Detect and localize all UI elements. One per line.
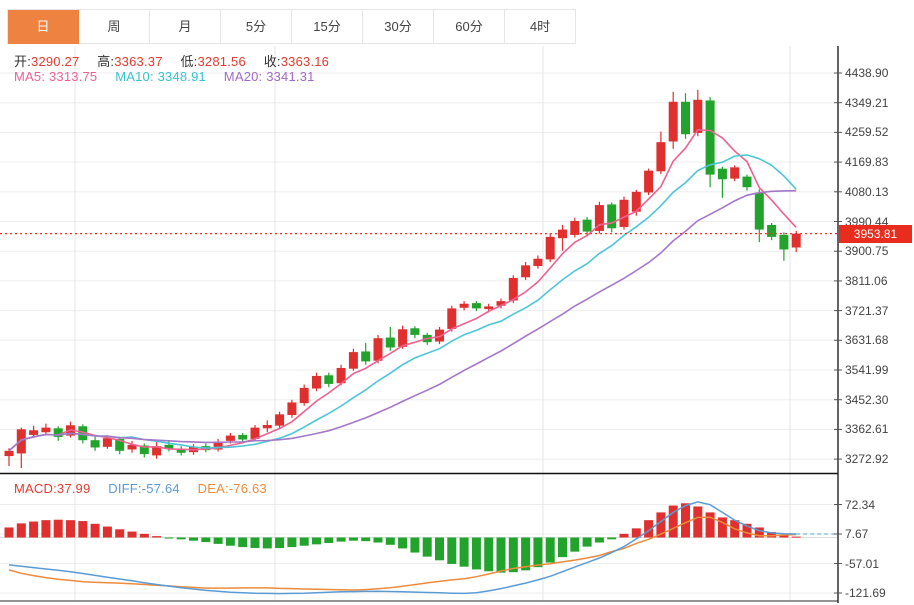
price-axis-label: 3541.99: [845, 363, 889, 377]
tab-15分[interactable]: 15分: [292, 10, 363, 44]
macd-readout: MACD:37.99 DIFF:-57.64 DEA:-76.63: [14, 481, 267, 496]
close-label: 收:: [263, 54, 281, 69]
macd-lines: [8, 501, 838, 595]
ma20-value: 3341.31: [266, 69, 315, 84]
open-value: 3290.27: [31, 54, 80, 69]
ma-readout: MA5: 3313.75 MA10: 3348.91 MA20: 3341.31: [14, 69, 315, 84]
price-axis-label: 3452.30: [845, 392, 889, 407]
diff-label: DIFF:: [108, 481, 142, 496]
macd-label: MACD:: [14, 481, 57, 496]
high-label: 高:: [97, 54, 115, 69]
candles-layer: [4, 89, 801, 469]
macd-histogram: [4, 503, 801, 573]
price-axis-label: 3811.06: [845, 273, 888, 288]
macd-axis-label: -121.69: [845, 586, 886, 600]
open-label: 开:: [14, 54, 32, 69]
high-value: 3363.37: [114, 54, 163, 69]
price-axis-label: 3721.37: [845, 303, 889, 318]
ma10-line: [8, 154, 797, 452]
tab-4时[interactable]: 4时: [505, 10, 576, 44]
price-axis-label: 4349.21: [845, 95, 889, 110]
price-axis-label: 3631.68: [845, 333, 889, 348]
last-price-badge: 3953.81: [839, 224, 912, 243]
macd-axis-label: 7.67: [845, 527, 869, 541]
ma10-label: MA10:: [115, 69, 154, 84]
low-value: 3281.56: [197, 54, 246, 69]
tab-周[interactable]: 周: [79, 10, 150, 44]
ma20-line: [8, 189, 797, 452]
price-axis-label: 4259.52: [845, 125, 889, 140]
low-label: 低:: [180, 54, 198, 69]
ma5-value: 3313.75: [48, 69, 98, 84]
close-value: 3363.16: [280, 54, 330, 69]
ma5-label: MA5:: [14, 69, 46, 84]
tab-日[interactable]: 日: [8, 10, 79, 44]
ma5-line: [8, 128, 797, 452]
price-axis-label: 3272.92: [845, 452, 889, 467]
diff-line: [8, 501, 797, 595]
ohlc-readout: 开:3290.27 高:3363.37 低:3281.56 收:3363.16: [14, 51, 329, 70]
macd-value: 37.99: [56, 481, 91, 496]
last-price-value: 3953.81: [853, 226, 898, 241]
macd-axis-label: 72.34: [845, 497, 876, 512]
dea-value: -76.63: [228, 481, 267, 496]
macd-axis-label: -57.01: [845, 556, 880, 571]
price-axis-label: 3362.61: [845, 422, 889, 437]
price-axis-label: 4080.13: [845, 184, 889, 199]
dea-line: [8, 516, 797, 591]
ma10-value: 3348.91: [157, 69, 206, 84]
tab-月[interactable]: 月: [150, 10, 221, 44]
dea-label: DEA:: [197, 481, 229, 496]
period-tab-bar: 日周月 5分 15分 30分 60分 4时: [7, 9, 576, 44]
tab-30分[interactable]: 30分: [363, 10, 434, 44]
tab-5分[interactable]: 5分: [221, 10, 292, 44]
price-axis-label: 4438.90: [845, 66, 889, 80]
price-axis-label: 4169.83: [845, 155, 889, 170]
price-axis-label: 3900.75: [845, 244, 889, 259]
tab-60分[interactable]: 60分: [434, 10, 505, 44]
ma20-label: MA20:: [223, 69, 263, 84]
frame-layer: [0, 46, 842, 603]
diff-value: -57.64: [141, 481, 180, 496]
